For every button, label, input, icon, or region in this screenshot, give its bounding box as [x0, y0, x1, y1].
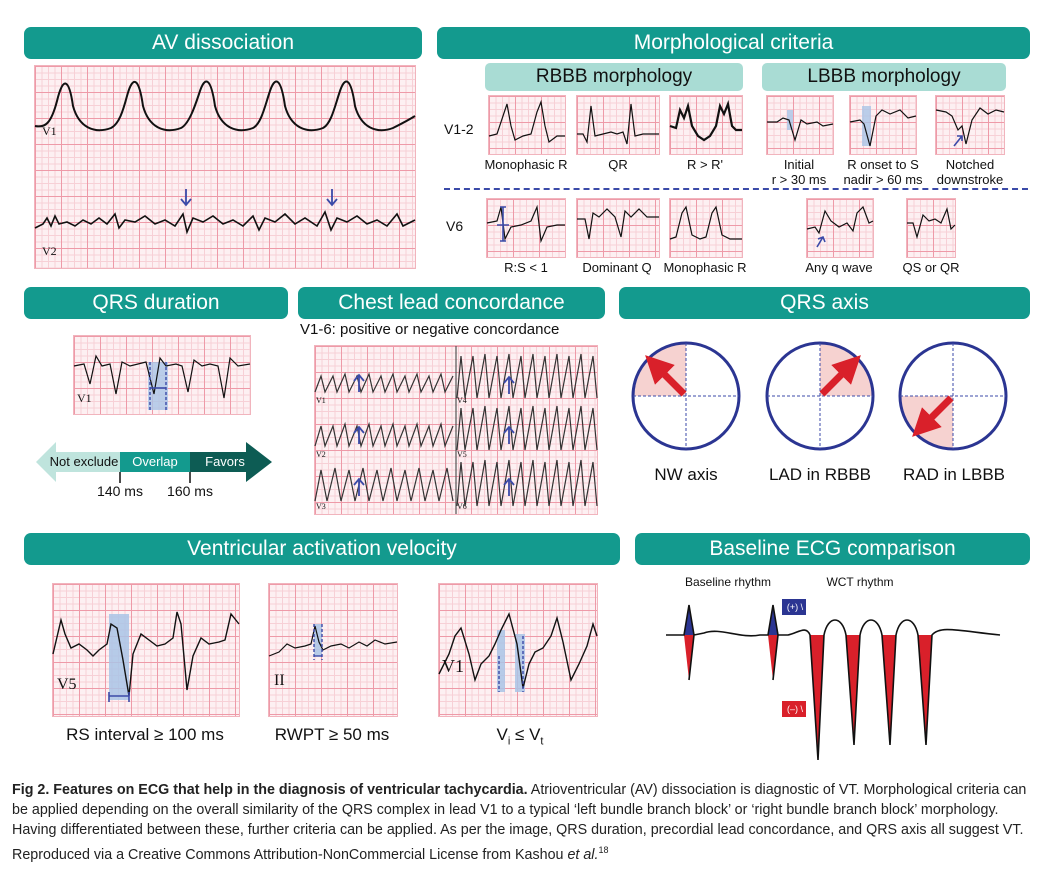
rbbb-v6-label-monophasic-r: Monophasic R — [663, 260, 747, 275]
conc-lead-v1: V1 — [316, 396, 326, 405]
caption-title: Fig 2. Features on ECG that help in the … — [12, 782, 528, 798]
baseline-ecg-comparison-header: Baseline ECG comparison — [635, 533, 1030, 565]
caption-ref: 18 — [598, 845, 609, 855]
baseline-comparison-trace — [666, 599, 1001, 761]
velocity-le-vt: ≤ V — [510, 725, 541, 744]
vi-vt-ecg — [438, 583, 598, 717]
rwpt-ecg — [268, 583, 398, 717]
lbbb-qs-or-qr-ecg — [906, 198, 956, 258]
lbbb-v12-label-notched: Notched downstroke — [936, 157, 1004, 187]
baseline-rhythm-label: Baseline rhythm — [684, 575, 772, 589]
axis-label-nw: NW axis — [654, 465, 718, 484]
rbbb-r-greater-r-prime-ecg — [669, 95, 743, 155]
av-dissociation-header: AV dissociation — [24, 27, 422, 59]
lead-label-v1-qrs: V1 — [77, 391, 92, 405]
rbbb-monophasic-r-v6-ecg — [669, 198, 743, 258]
rbbb-v6-label-dominant-q: Dominant Q — [582, 260, 652, 275]
lead-label-v6: V6 — [446, 218, 464, 234]
rbbb-monophasic-r-ecg — [488, 95, 566, 155]
morphology-divider — [444, 188, 1028, 190]
velocity-label-rs: RS interval ≥ 100 ms — [66, 725, 224, 744]
qrs-segment-favors: Favors — [205, 454, 245, 469]
axis-label-rad: RAD in LBBB — [902, 465, 1006, 484]
figure-caption: Fig 2. Features on ECG that help in the … — [12, 780, 1042, 865]
qrs-tick-160: 160 ms — [167, 483, 213, 499]
rad-lbbb-circle — [898, 341, 1008, 451]
caption-text: Atrioventricular (AV) dissociation is di… — [12, 782, 1027, 863]
wct-rhythm-label: WCT rhythm — [826, 575, 894, 589]
lead-label-v5: V5 — [57, 676, 77, 693]
lead-label-v1: V1 — [42, 124, 57, 138]
concordance-ecg — [314, 345, 598, 515]
lbbb-v12-label-r-onset: R onset to S nadir > 60 ms — [843, 157, 923, 187]
rs-interval-ecg — [52, 583, 240, 717]
lead-label-v1-velocity: V1 — [442, 656, 464, 676]
qrs-duration-header: QRS duration — [24, 287, 288, 319]
rbbb-v12-label-monophasic-r: Monophasic R — [484, 157, 568, 172]
axis-label-lad: LAD in RBBB — [768, 465, 872, 484]
morphological-criteria-header: Morphological criteria — [437, 27, 1030, 59]
av-dissociation-ecg — [34, 65, 416, 269]
velocity-v-symbol: V — [496, 725, 508, 744]
lbbb-v12-label-initial-r: Initial r > 30 ms — [771, 157, 827, 187]
concordance-title: V1-6: positive or negative concordance — [300, 321, 560, 338]
lbbb-morphology-header: LBBB morphology — [762, 63, 1006, 91]
rbbb-morphology-header: RBBB morphology — [485, 63, 743, 91]
qrs-duration-scale — [36, 437, 272, 487]
lbbb-notched-downstroke-ecg — [935, 95, 1005, 155]
nw-axis-circle — [631, 341, 741, 451]
conc-lead-v2: V2 — [316, 450, 326, 459]
lead-label-v2: V2 — [42, 244, 57, 258]
velocity-t-subscript: t — [540, 735, 544, 748]
lbbb-r-onset-to-s-nadir-ecg — [849, 95, 917, 155]
conc-lead-v6: V6 — [457, 502, 467, 511]
lead-label-v1-2: V1-2 — [444, 121, 474, 137]
conc-lead-v4: V4 — [457, 396, 467, 405]
baseline-negative-label: (–) \ — [786, 704, 803, 714]
lad-rbbb-circle — [765, 341, 875, 451]
conc-lead-v5: V5 — [457, 450, 467, 459]
lbbb-any-q-wave-ecg — [806, 198, 874, 258]
rbbb-v6-label-rs: R:S < 1 — [504, 260, 548, 275]
baseline-positive-label: (+) \ — [786, 602, 804, 612]
rbbb-dominant-q-ecg — [576, 198, 660, 258]
qrs-tick-140: 140 ms — [97, 483, 143, 499]
velocity-label-rwpt: RWPT ≥ 50 ms — [274, 725, 390, 744]
rbbb-v12-label-r-greater: R > R' — [686, 157, 724, 172]
qrs-segment-not-exclude: Not exclude — [49, 454, 119, 469]
lbbb-initial-r-ecg — [766, 95, 834, 155]
rbbb-v12-label-qr: QR — [608, 157, 628, 172]
qrs-axis-header: QRS axis — [619, 287, 1030, 319]
chest-lead-concordance-header: Chest lead concordance — [298, 287, 605, 319]
lbbb-v6-label-any-q: Any q wave — [805, 260, 873, 275]
rbbb-qr-ecg — [576, 95, 660, 155]
qrs-duration-ecg — [73, 335, 251, 415]
lbbb-v6-label-qs-qr: QS or QR — [902, 260, 960, 275]
qrs-axis-diagrams — [631, 341, 1008, 451]
caption-et-al: et al. — [567, 846, 599, 863]
velocity-i-subscript: i — [507, 735, 511, 748]
ventricular-activation-velocity-header: Ventricular activation velocity — [24, 533, 620, 565]
lead-label-ii: II — [274, 672, 285, 689]
qrs-segment-overlap: Overlap — [132, 454, 178, 469]
rbbb-rs-ratio-ecg — [486, 198, 566, 258]
velocity-label-vi-vt: Vi ≤ Vt — [450, 725, 590, 747]
conc-lead-v3: V3 — [316, 502, 326, 511]
